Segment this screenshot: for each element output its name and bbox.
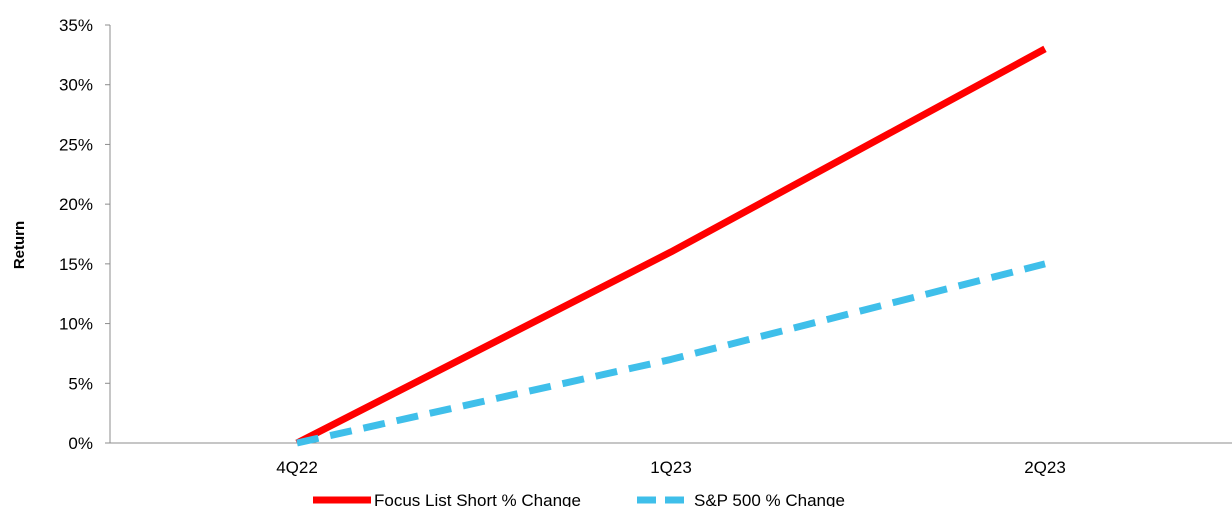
y-tick-label: 5% bbox=[68, 374, 93, 393]
x-tick-label: 2Q23 bbox=[1024, 458, 1066, 477]
legend-label: S&P 500 % Change bbox=[694, 491, 845, 507]
legend-label: Focus List Short % Change bbox=[374, 491, 581, 507]
y-tick-label: 0% bbox=[68, 434, 93, 453]
series-line-1 bbox=[297, 264, 1045, 443]
x-tick-label: 4Q22 bbox=[276, 458, 318, 477]
y-tick-label: 25% bbox=[59, 135, 93, 154]
y-axis-title: Return bbox=[11, 221, 28, 269]
y-tick-label: 30% bbox=[59, 76, 93, 95]
y-tick-label: 20% bbox=[59, 195, 93, 214]
y-tick-label: 35% bbox=[59, 16, 93, 35]
x-tick-label: 1Q23 bbox=[650, 458, 692, 477]
y-tick-label: 15% bbox=[59, 255, 93, 274]
series-line-0 bbox=[297, 49, 1045, 443]
y-tick-label: 10% bbox=[59, 315, 93, 334]
